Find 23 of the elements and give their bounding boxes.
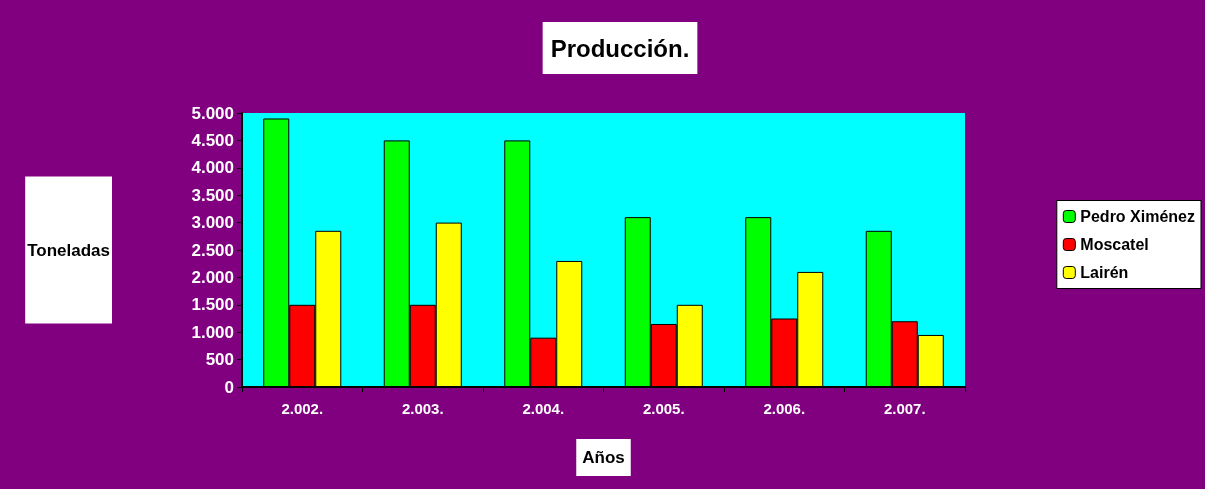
legend-label: Moscatel — [1080, 236, 1149, 253]
x-tick-label: 2.007. — [883, 400, 926, 417]
y-tick-label: 4.500 — [191, 130, 234, 150]
y-tick-label: 1.000 — [191, 322, 234, 342]
legend-label: Pedro Ximénez — [1080, 208, 1195, 225]
y-tick-label: 2.000 — [191, 267, 234, 287]
x-axis-title: Años — [582, 448, 625, 467]
chart-title: Producción. — [550, 34, 690, 62]
y-axis-title: Toneladas — [27, 240, 110, 260]
y-tick-label: 500 — [205, 350, 234, 370]
x-tick-label: 2.003. — [401, 400, 444, 417]
x-tick-label: 2.006. — [763, 400, 806, 417]
y-tick-label: 1.500 — [191, 295, 234, 315]
x-tick-label: 2.004. — [522, 400, 565, 417]
x-tick-label: 2.002. — [281, 400, 324, 417]
x-tick-label: 2.005. — [642, 400, 685, 417]
y-tick-label: 2.500 — [191, 240, 234, 260]
y-tick-label: 3.500 — [191, 185, 234, 205]
y-tick-label: 0 — [224, 377, 234, 397]
y-tick-label: 4.000 — [191, 158, 234, 178]
y-tick-label: 5.000 — [191, 103, 234, 123]
y-tick-label: 3.000 — [191, 213, 234, 233]
legend-label: Lairén — [1080, 264, 1129, 281]
